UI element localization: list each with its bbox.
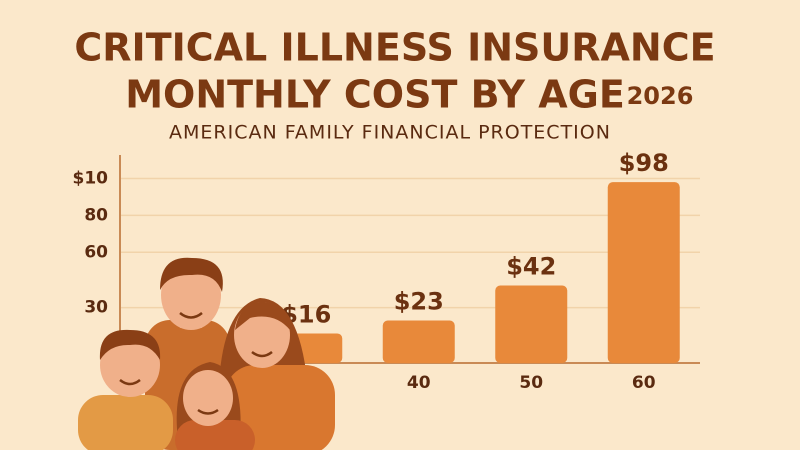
chart-title: MONTHLY COST BY AGE [125,73,625,117]
chart-title: CRITICAL ILLNESS INSURANCE [74,26,715,70]
bar [607,182,680,363]
chart-subtitle: AMERICAN FAMILY FINANCIAL PROTECTION [169,122,611,144]
y-tick-label: 30 [84,298,108,318]
value-label: $23 [394,288,444,316]
y-tick-label: 80 [84,205,108,225]
value-label: $42 [506,252,556,280]
x-tick-label: 50 [519,373,543,393]
chart-year: 2026 [627,82,694,110]
bar [382,320,455,363]
x-tick-label: 40 [407,373,431,393]
value-label: $98 [619,149,669,177]
y-tick-label: 60 [84,242,108,262]
y-tick-label: $10 [73,168,109,188]
bar [495,285,568,363]
x-tick-label: 60 [632,373,656,393]
family-illustration [78,257,335,450]
